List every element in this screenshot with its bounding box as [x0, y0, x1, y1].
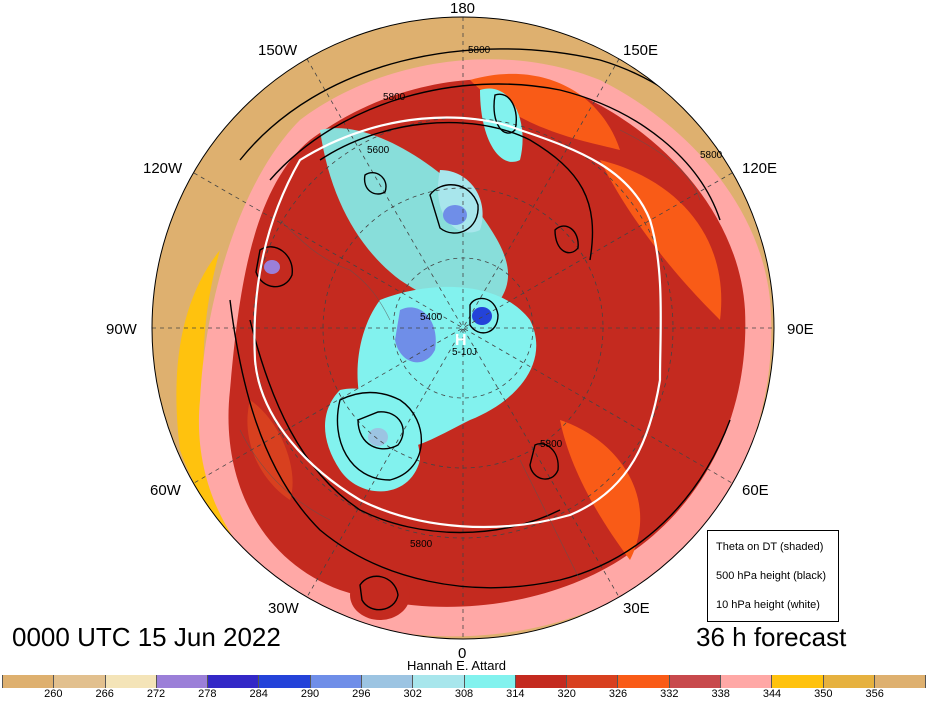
colorbar-tick-label: 356 — [865, 688, 884, 700]
contour-label: 5400 — [420, 312, 443, 323]
legend-box: Theta on DT (shaded) 500 hPa height (bla… — [707, 530, 839, 622]
lon-label-30w: 30W — [268, 600, 299, 617]
colorbar-tick-label: 260 — [44, 688, 63, 700]
colorbar-swatch — [361, 675, 414, 688]
map-border — [151, 16, 775, 640]
theta-blue-center — [472, 307, 492, 325]
forecast-hour-label: 36 h forecast — [696, 622, 847, 652]
coastlines — [239, 129, 701, 581]
theta-blue-south — [368, 428, 388, 446]
contour-label: 5800 — [468, 45, 491, 56]
contour-label: 5800 — [410, 539, 433, 550]
theta-cyan-northeast — [480, 88, 523, 162]
colorbar-tick-label: 332 — [660, 688, 679, 700]
colorbar-tick-label: 338 — [711, 688, 730, 700]
lon-label-120e: 120E — [742, 160, 778, 177]
colorbar-tick-label: 290 — [300, 688, 320, 700]
colorbar-swatch — [2, 675, 55, 688]
lon-label-60w: 60W — [150, 482, 181, 499]
theta-red-atlantic — [350, 570, 410, 620]
lon-label-90e: 90E — [787, 321, 814, 338]
theta-orange-east — [600, 160, 722, 320]
colorbar-swatch — [464, 675, 516, 688]
colorbar-swatch — [823, 675, 875, 688]
colorbar-swatch — [156, 675, 209, 688]
colorbar-tick-label: 344 — [762, 688, 782, 700]
theta-orange-southeast — [560, 420, 641, 560]
colorbar-swatch — [772, 675, 824, 688]
colorbar-swatch — [874, 675, 927, 688]
theta-red-west — [247, 400, 293, 500]
theta-blue-core — [395, 307, 436, 363]
colorbar-tick-label: 272 — [146, 688, 166, 700]
contour-label: 5800 — [540, 439, 563, 450]
colorbar-tick-label: 296 — [352, 688, 371, 700]
colorbar-swatch — [720, 675, 773, 688]
colorbar-swatch — [259, 675, 311, 688]
legend-item: 10 hPa height (white) — [716, 599, 820, 611]
colorbar-tick-label: 266 — [95, 688, 114, 700]
lon-label-60e: 60E — [742, 482, 769, 499]
legend-item: Theta on DT (shaded) — [716, 541, 824, 553]
contour-label: 5800 — [383, 92, 406, 103]
colorbar-swatch — [618, 675, 670, 688]
colorbar-swatch — [310, 675, 362, 688]
contour-label: 5800 — [700, 150, 723, 161]
height-contour-10hpa — [253, 116, 662, 529]
high-marker: H — [455, 332, 467, 349]
lon-label-180: 180 — [450, 0, 476, 17]
colorbar-tick-label: 314 — [506, 688, 525, 700]
author-label: Hannah E. Attard — [407, 658, 507, 673]
colorbar-swatch — [515, 675, 568, 688]
lon-label-90w: 90W — [106, 321, 137, 338]
colorbar-swatch — [54, 675, 106, 688]
lon-label-0: 0 — [458, 645, 467, 662]
colorbar-tick-label: 308 — [454, 688, 474, 700]
colorbar-swatch — [567, 675, 619, 688]
colorbar-swatch — [669, 675, 721, 688]
colorbar-swatch — [413, 675, 465, 688]
lon-label-150e: 150E — [623, 42, 659, 59]
colorbar-tick-label: 320 — [557, 688, 576, 700]
colorbar-swatch — [208, 675, 260, 688]
theta-purple-west — [264, 260, 280, 274]
lon-label-30e: 30E — [623, 600, 650, 617]
lon-label-120w: 120W — [143, 160, 183, 177]
colorbar-tick-label: 326 — [608, 688, 628, 700]
colorbar-tick-label: 284 — [249, 688, 268, 700]
colorbar-tick-label: 278 — [198, 688, 217, 700]
theta-orange-north — [470, 73, 620, 150]
legend-item: 500 hPa height (black) — [716, 570, 827, 582]
contour-label-white: 5-10J — [452, 347, 477, 358]
contour-label: 5600 — [367, 145, 390, 156]
lon-label-150w: 150W — [258, 42, 298, 59]
colorbar-tick-label: 350 — [814, 688, 833, 700]
colorbar — [2, 675, 927, 688]
colorbar-tick-label: 302 — [403, 688, 422, 700]
theta-blue-north — [443, 205, 467, 225]
colorbar-swatch — [105, 675, 157, 688]
valid-time-label: 0000 UTC 15 Jun 2022 — [12, 622, 281, 652]
